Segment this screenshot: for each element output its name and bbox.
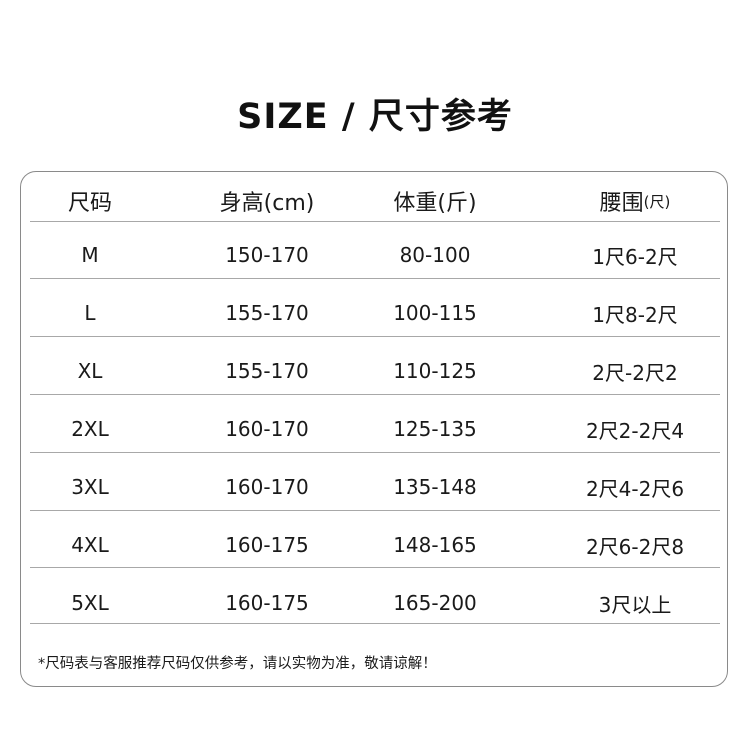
size-table-card [20, 171, 728, 687]
cell-height: 155-170 [225, 301, 309, 325]
cell-waist: 1尺6-2尺 [592, 244, 678, 269]
header-size: 尺码 [67, 191, 112, 216]
cell-height: 160-175 [225, 533, 309, 557]
cell-waist: 1尺8-2尺 [592, 302, 678, 327]
cell-weight: 135-148 [393, 475, 477, 499]
cell-weight: 110-125 [393, 359, 477, 383]
header-weight: 体重(斤) [393, 191, 477, 216]
cell-height: 150-170 [225, 243, 309, 267]
cell-waist: 2尺6-2尺8 [585, 534, 685, 559]
table-row: 4XL 160-175 148-165 2尺6-2尺8 [30, 517, 720, 573]
table-row: L 155-170 100-115 1尺8-2尺 [30, 285, 720, 341]
cell-size: L [84, 301, 96, 325]
table-row: XL 155-170 110-125 2尺-2尺2 [30, 343, 720, 399]
divider [30, 567, 720, 568]
divider [30, 278, 720, 279]
divider [30, 510, 720, 511]
cell-height: 160-170 [225, 475, 309, 499]
page-title: SIZE / 尺寸参考 [237, 97, 513, 137]
table-row: 3XL 160-170 135-148 2尺4-2尺6 [30, 459, 720, 515]
header-waist-label: 腰围 [599, 191, 644, 216]
divider [30, 623, 720, 624]
cell-weight: 165-200 [393, 591, 477, 615]
cell-waist: 3尺以上 [598, 592, 672, 617]
cell-size: 4XL [71, 533, 109, 557]
table-header-row: 尺码 身高(cm) 体重(斤) 腰围 (尺) [30, 173, 720, 229]
cell-weight: 148-165 [393, 533, 477, 557]
divider [30, 336, 720, 337]
cell-weight: 100-115 [393, 301, 477, 325]
cell-size: M [81, 243, 99, 267]
cell-size: 5XL [71, 591, 109, 615]
cell-waist: 2尺4-2尺6 [585, 476, 685, 501]
header-waist-unit: (尺) [643, 192, 671, 211]
header-height: 身高(cm) [219, 191, 315, 216]
cell-size: 2XL [71, 417, 109, 441]
cell-height: 160-175 [225, 591, 309, 615]
table-row: 5XL 160-175 165-200 3尺以上 [30, 575, 720, 631]
cell-waist: 2尺2-2尺4 [585, 418, 685, 443]
cell-weight: 125-135 [393, 417, 477, 441]
divider [30, 221, 720, 222]
table-row: M 150-170 80-100 1尺6-2尺 [30, 227, 720, 283]
cell-size: 3XL [71, 475, 109, 499]
divider [30, 394, 720, 395]
divider [30, 452, 720, 453]
cell-waist: 2尺-2尺2 [592, 360, 678, 385]
table-row: 2XL 160-170 125-135 2尺2-2尺4 [30, 401, 720, 457]
cell-size: XL [77, 359, 103, 383]
disclaimer-note: *尺码表与客服推荐尺码仅供参考，请以实物为准，敬请谅解！ [38, 656, 437, 672]
header-waist: 腰围 (尺) [565, 173, 705, 229]
cell-height: 155-170 [225, 359, 309, 383]
cell-height: 160-170 [225, 417, 309, 441]
cell-weight: 80-100 [399, 243, 471, 267]
